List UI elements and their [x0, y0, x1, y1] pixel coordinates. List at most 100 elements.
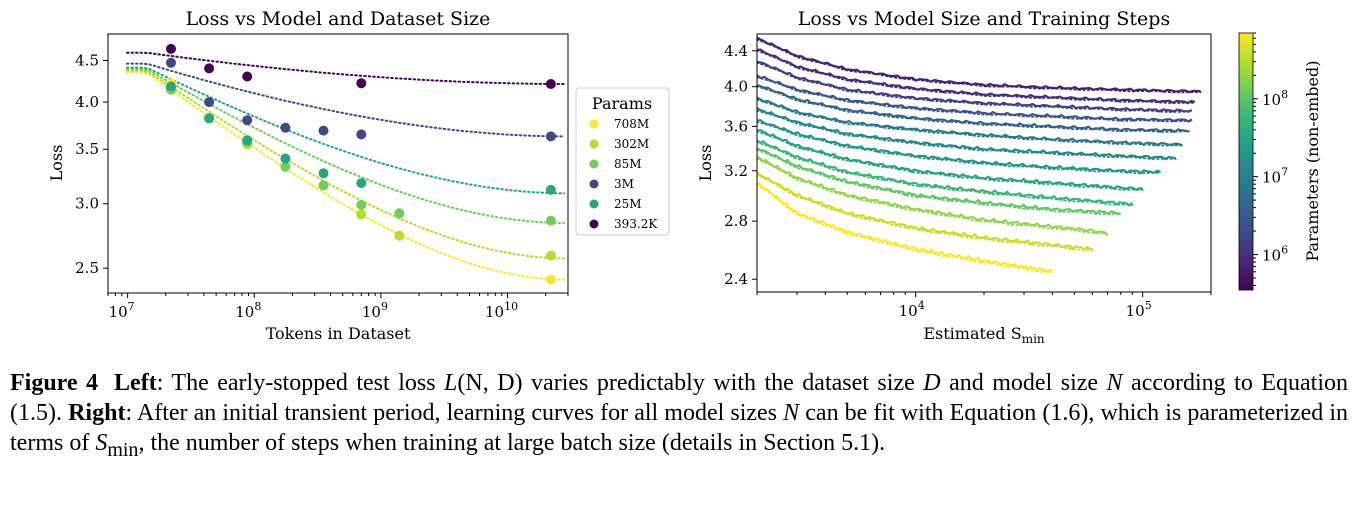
learning-curve-0 [757, 181, 1053, 273]
point-3M-5 [356, 129, 367, 140]
caption-left-text3: and model size [940, 370, 1107, 396]
learning-fit-1 [757, 174, 1094, 252]
point-393.2K-2 [242, 71, 253, 82]
point-25M-3 [280, 153, 291, 164]
caption-left-text: : The early-stopped test loss [156, 370, 445, 396]
y-tick-label: 2.5 [75, 259, 99, 277]
right-y-ticks: 2.4 2.8 3.2 3.6 4.0 4.4 [724, 42, 757, 288]
right-chart: Loss vs Model Size and Training Steps 10… [696, 8, 1322, 346]
right-x-axis-label: Estimated Smin [923, 324, 1045, 346]
point-85M-3 [280, 161, 291, 172]
caption-math-N2: N [783, 400, 800, 426]
legend-label-85M: 85M [614, 157, 642, 171]
caption-math-S-sub: min [107, 438, 139, 461]
point-708M-1 [545, 274, 556, 285]
point-393.2K-0 [166, 43, 176, 54]
y-tick-label: 3.2 [724, 162, 748, 180]
caption-right-label: Right [68, 400, 126, 426]
point-25M-2 [242, 135, 253, 146]
colorbar-tick-label: 106 [1262, 244, 1288, 265]
point-302M-4 [545, 250, 556, 261]
y-tick-label: 2.8 [724, 212, 748, 230]
left-series-layer [126, 43, 566, 285]
point-3M-2 [242, 115, 253, 126]
fit-curve-708M [126, 71, 566, 281]
learning-fit-9 [757, 85, 1190, 133]
y-tick-label: 4.0 [724, 78, 748, 96]
learning-fit-4 [757, 141, 1134, 206]
learning-fit-12 [757, 49, 1196, 104]
point-85M-7 [545, 215, 556, 226]
y-tick-label: 4.4 [724, 42, 748, 60]
x-tick-label-base: 10 [485, 303, 504, 321]
colorbar-gradient [1238, 32, 1254, 291]
x-tick-label-exp: 4 [918, 299, 925, 312]
point-25M-4 [318, 168, 329, 179]
point-25M-1 [204, 113, 215, 124]
legend-title: Params [592, 94, 652, 113]
caption-left-text2: varies predictably with the dataset size [522, 370, 924, 396]
y-tick-label: 2.4 [724, 270, 748, 288]
point-393.2K-3 [356, 78, 367, 89]
figure-canvas: Loss vs Model and Dataset Size 107 108 109… [47, 8, 1322, 346]
legend-marker-708M [589, 119, 599, 129]
caption-math-S: S [95, 430, 108, 456]
colorbar-tick-label: 107 [1262, 166, 1288, 187]
point-393.2K-1 [204, 63, 215, 74]
learning-curve-10 [757, 74, 1193, 123]
x-tick-label-base: 10 [1126, 302, 1145, 320]
left-y-axis-label: Loss [47, 145, 66, 182]
legend-frame [575, 87, 670, 236]
point-25M-5 [356, 178, 367, 189]
right-x-ticks: 104 105 [756, 292, 1212, 320]
colorbar-tick-label: 108 [1262, 88, 1288, 109]
fit-curve-25M [126, 66, 566, 195]
caption-left-label: Left [114, 370, 157, 396]
y-tick-label: 3.0 [75, 195, 99, 213]
learning-curve-12 [757, 48, 1196, 105]
caption-math-L: L [444, 370, 458, 396]
x-tick-label-base: 10 [235, 303, 254, 321]
colorbar-tick-label-base: 10 [1262, 169, 1281, 187]
point-25M-6 [545, 184, 556, 195]
colorbar-tick-label-exp: 8 [1281, 88, 1288, 101]
left-x-axis-label: Tokens in Dataset [266, 324, 411, 343]
x-tick-label-exp: 9 [381, 300, 388, 313]
legend-label-708M: 708M [614, 117, 649, 131]
legend-marker-25M [589, 199, 599, 209]
point-25M-0 [166, 81, 176, 92]
learning-curve-9 [757, 83, 1190, 134]
caption-right-text: : After an initial transient period, lea… [125, 400, 784, 426]
learning-fit-5 [757, 130, 1144, 191]
fit-curve-393.2K [126, 51, 566, 85]
x-tick-label-exp: 7 [128, 300, 135, 313]
colorbar-tick-label-base: 10 [1262, 247, 1281, 265]
point-3M-0 [166, 57, 176, 68]
colorbar-tick-label-exp: 6 [1281, 244, 1288, 257]
point-393.2K-4 [545, 79, 556, 89]
learning-fit-2 [757, 157, 1109, 236]
learning-curve-6 [757, 119, 1161, 175]
figure-caption: Figure 4 Left: The early-stopped test los… [10, 368, 1348, 465]
fit-curve-85M [126, 68, 566, 225]
caption-math-args: (N, D) [457, 370, 523, 396]
y-tick-label: 4.5 [75, 51, 99, 69]
right-y-axis-label: Loss [696, 145, 715, 182]
left-chart: Loss vs Model and Dataset Size 107 108 109… [47, 8, 670, 343]
legend-label-302M: 302M [614, 137, 649, 151]
caption-math-N: N [1106, 370, 1123, 396]
learning-fit-10 [757, 76, 1193, 123]
x-tick-label: 107 [109, 300, 135, 321]
caption-left-text4: according to Equation (1.5). [10, 370, 1348, 426]
point-3M-3 [280, 122, 291, 133]
colorbar-label: Parameters (non-embed) [1303, 61, 1322, 262]
colorbar-tick-label-exp: 7 [1281, 166, 1288, 179]
left-y-ticks: 2.5 3.0 3.5 4.0 4.5 [75, 51, 108, 277]
x-tick-label-exp: 5 [1145, 299, 1152, 312]
x-tick-label: 109 [362, 300, 388, 321]
caption-right-text3: , the number of steps when training at l… [138, 430, 886, 456]
point-3M-4 [318, 125, 329, 136]
legend-label-393.2K: 393.2K [614, 217, 658, 231]
fit-curve-3M [126, 62, 566, 138]
